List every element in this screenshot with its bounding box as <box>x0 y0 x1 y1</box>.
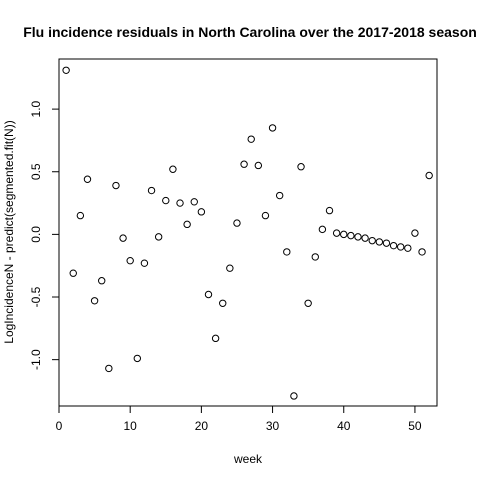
y-tick-label: 1.0 <box>29 100 43 117</box>
data-point <box>190 198 198 206</box>
data-point <box>76 211 85 220</box>
data-point <box>382 239 391 247</box>
data-point <box>119 234 127 242</box>
y-axis-label: LogIncidenceN - predict(segmented.fit(N)… <box>2 120 16 343</box>
data-point <box>304 299 312 307</box>
data-point <box>275 191 284 200</box>
data-point <box>219 299 227 307</box>
y-axis: -1.0 -0.5 0.0 0.5 1.0 <box>29 100 59 370</box>
y-tick-label: 0.5 <box>29 163 43 180</box>
data-point <box>147 186 156 195</box>
x-tick-label: 40 <box>337 419 351 433</box>
data-point <box>83 175 92 183</box>
data-point <box>133 354 142 363</box>
data-point <box>98 277 106 285</box>
x-axis-label: week <box>233 452 263 466</box>
data-points <box>62 66 433 400</box>
y-tick-label: -0.5 <box>29 286 43 307</box>
x-tick-label: 0 <box>56 419 63 433</box>
data-point <box>297 163 305 171</box>
data-point <box>311 253 319 261</box>
data-point <box>226 264 234 272</box>
plot-frame <box>58 58 438 407</box>
data-point <box>261 211 270 220</box>
x-axis: 0 10 20 30 40 50 <box>56 406 422 433</box>
data-point <box>283 248 291 256</box>
data-point <box>204 290 213 299</box>
data-point <box>69 269 77 277</box>
data-point <box>126 256 134 265</box>
data-point <box>354 233 362 241</box>
data-point <box>176 199 184 207</box>
data-point <box>290 392 298 400</box>
data-point <box>247 135 255 143</box>
data-point <box>396 243 405 251</box>
data-point <box>425 171 433 180</box>
data-point <box>404 244 412 252</box>
data-point <box>361 234 369 242</box>
x-tick-label: 10 <box>124 419 138 433</box>
data-point <box>162 196 170 205</box>
x-tick-label: 30 <box>266 419 280 433</box>
x-tick-label: 50 <box>408 419 422 433</box>
data-point <box>332 229 341 237</box>
data-point <box>140 259 149 267</box>
data-point <box>325 206 334 215</box>
data-point <box>105 364 113 373</box>
data-point <box>62 66 70 74</box>
data-point <box>318 225 327 234</box>
data-point <box>240 160 248 168</box>
data-point <box>347 231 355 240</box>
data-point <box>418 248 426 256</box>
x-tick-label: 20 <box>195 419 209 433</box>
chart-title: Flu incidence residuals in North Carolin… <box>23 24 477 40</box>
data-point <box>112 181 120 190</box>
y-tick-label: 0.0 <box>29 226 43 243</box>
data-point <box>389 241 398 250</box>
data-point <box>90 297 99 305</box>
data-point <box>268 124 277 132</box>
data-point <box>211 334 220 343</box>
data-point <box>375 238 384 246</box>
data-point <box>169 165 177 173</box>
y-tick-label: -1.0 <box>29 349 43 370</box>
data-point <box>368 236 376 245</box>
data-point <box>197 208 206 216</box>
data-point <box>411 229 419 237</box>
data-point <box>154 233 163 241</box>
data-point <box>340 230 348 239</box>
data-point <box>233 219 241 227</box>
data-point <box>183 220 191 229</box>
data-point <box>254 161 263 170</box>
